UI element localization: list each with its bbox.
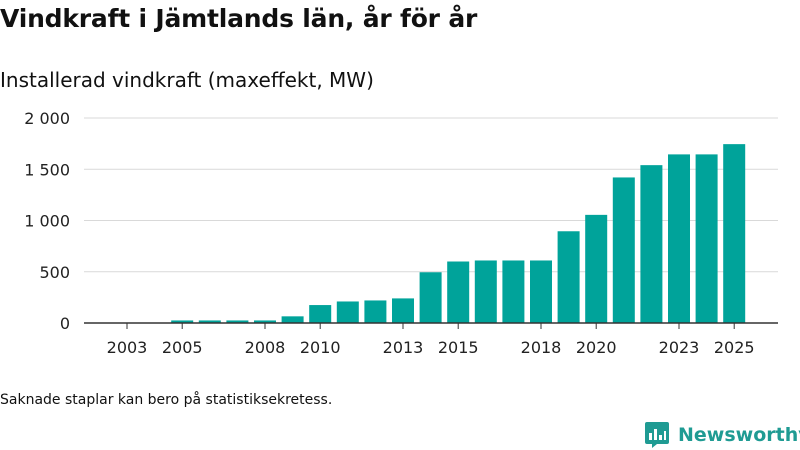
x-tick-label: 2003 (107, 338, 148, 357)
chart-title: Vindkraft i Jämtlands län, år för år (0, 4, 478, 33)
bar-2014 (419, 272, 442, 323)
bar-2010 (309, 305, 332, 323)
newsworthy-brand[interactable]: Newsworthy (644, 420, 800, 450)
x-tick-label: 2025 (714, 338, 755, 357)
bar-2007 (226, 320, 249, 323)
bars (116, 144, 746, 323)
y-tick-label: 0 (60, 314, 70, 333)
bar-2012 (364, 300, 387, 323)
bar-2015 (447, 261, 470, 323)
bar-2024 (695, 154, 718, 323)
brand-name: Newsworthy (678, 424, 800, 446)
bar-2009 (281, 316, 304, 323)
x-tick-label: 2023 (659, 338, 700, 357)
footnote: Saknade staplar kan bero på statistiksek… (0, 392, 333, 408)
x-axis-tick-labels: 2003 2005 2008 2010 2013 2015 2018 2020 2023 2025 (107, 323, 755, 357)
chart-subtitle: Installerad vindkraft (maxeffekt, MW) (0, 68, 374, 92)
bar-chart: 0 500 1 000 1 500 2 000 2003 2005 2008 2010 2013… (24, 109, 778, 357)
bar-2022 (640, 165, 663, 323)
bar-2021 (612, 177, 635, 323)
x-tick-label: 2020 (576, 338, 617, 357)
x-tick-label: 2013 (383, 338, 424, 357)
bar-2020 (585, 214, 608, 323)
x-tick-label: 2005 (162, 338, 203, 357)
y-tick-label: 1 000 (24, 212, 70, 231)
bar-2006 (198, 320, 221, 323)
bar-2011 (336, 301, 359, 323)
bar-2013 (392, 298, 414, 323)
x-tick-label: 2015 (438, 338, 479, 357)
y-tick-label: 1 500 (24, 160, 70, 179)
y-tick-label: 500 (39, 263, 70, 282)
bar-2016 (474, 260, 497, 323)
bar-2005 (171, 320, 194, 323)
bar-2008 (254, 320, 276, 323)
bar-2025 (723, 144, 746, 323)
bar-2023 (668, 154, 690, 323)
newsworthy-logo-icon (645, 422, 669, 448)
bar-2019 (557, 231, 580, 323)
bar-2017 (502, 260, 525, 323)
x-tick-label: 2018 (521, 338, 562, 357)
y-axis-tick-labels: 0 500 1 000 1 500 2 000 (24, 109, 70, 333)
x-tick-label: 2010 (300, 338, 341, 357)
x-tick-label: 2008 (245, 338, 286, 357)
y-tick-label: 2 000 (24, 109, 70, 128)
bar-2018 (530, 260, 552, 323)
